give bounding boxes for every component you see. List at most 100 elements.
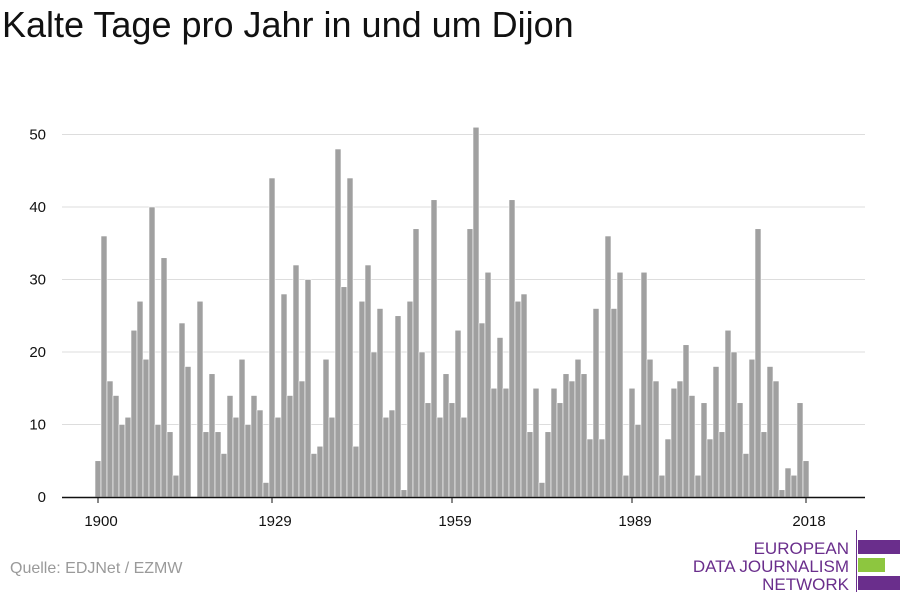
bar: 1923: 11 <box>232 416 240 498</box>
bar: 1930: 11 <box>274 416 282 498</box>
bar: 1955: 13 <box>424 402 432 498</box>
bar: 1971: 28 <box>520 293 528 498</box>
bar: 1944: 27 <box>358 300 366 498</box>
bar: 1906: 23 <box>130 329 138 498</box>
x-tick-label: 2018 <box>792 513 825 530</box>
bar: 1910: 10 <box>154 424 162 498</box>
bar: 1929: 44 <box>268 177 276 498</box>
bar: 1966: 15 <box>490 387 498 498</box>
bar: 1942: 44 <box>346 177 354 498</box>
bar: 1909: 40 <box>148 206 156 498</box>
bar: 1990: 10 <box>634 424 642 498</box>
bar: 1993: 16 <box>652 380 660 498</box>
bar: 2008: 6 <box>742 453 750 498</box>
source-note: Quelle: EDJNet / EZMW <box>10 560 183 577</box>
bar: 1948: 11 <box>382 416 390 498</box>
bar: 2013: 16 <box>772 380 780 498</box>
bar: 1951: 1 <box>400 489 408 498</box>
bar: 2005: 23 <box>724 329 732 498</box>
bar: 1969: 41 <box>508 199 516 498</box>
bar: 1965: 31 <box>484 271 492 498</box>
bar: 2004: 9 <box>718 431 726 498</box>
bar: 2011: 9 <box>760 431 768 498</box>
bar: 2009: 19 <box>748 358 756 498</box>
bar: 1977: 13 <box>556 402 564 498</box>
bar: 1915: 18 <box>184 366 192 498</box>
bar: 2007: 13 <box>736 402 744 498</box>
bar: 1967: 22 <box>496 337 504 498</box>
bar: 1939: 11 <box>328 416 336 498</box>
bar: 1949: 12 <box>388 409 396 498</box>
bar: 1936: 6 <box>310 453 318 498</box>
bar: 1957: 11 <box>436 416 444 498</box>
x-tick-label: 1989 <box>618 513 651 530</box>
y-tick-label: 0 <box>38 489 46 506</box>
bar: 2006: 20 <box>730 351 738 498</box>
bar: 1905: 11 <box>124 416 132 498</box>
y-tick-label: 10 <box>29 417 46 434</box>
bar: 1907: 27 <box>136 300 144 498</box>
bar: 1989: 15 <box>628 387 636 498</box>
bar: 1961: 11 <box>460 416 468 498</box>
bar: 1921: 6 <box>220 453 228 498</box>
bar: 1963: 51 <box>472 126 480 498</box>
bar: 1979: 16 <box>568 380 576 498</box>
bar: 1992: 19 <box>646 358 654 498</box>
bar: 1941: 29 <box>340 286 348 498</box>
bar: 1947: 26 <box>376 308 384 498</box>
bar: 1984: 8 <box>598 438 606 498</box>
y-tick-label: 50 <box>29 127 46 144</box>
bar: 1950: 25 <box>394 315 402 498</box>
bar: 1919: 17 <box>208 373 216 498</box>
bar: 1953: 37 <box>412 228 420 498</box>
bar: 2016: 3 <box>790 474 798 498</box>
bar: 1997: 16 <box>676 380 684 498</box>
bar: 1985: 36 <box>604 235 612 498</box>
bar: 1976: 15 <box>550 387 558 498</box>
bar: 1987: 31 <box>616 271 624 498</box>
bar: 1982: 8 <box>586 438 594 498</box>
bar: 2018: 5 <box>802 460 810 498</box>
x-tick-label: 1959 <box>438 513 471 530</box>
bar: 1901: 36 <box>100 235 108 498</box>
bar: 1917: 27 <box>196 300 204 498</box>
bar: 1925: 10 <box>244 424 252 498</box>
bar: 1904: 10 <box>118 424 126 498</box>
bar: 1914: 24 <box>178 322 186 498</box>
bar: 1952: 27 <box>406 300 414 498</box>
y-tick-label: 30 <box>29 272 46 289</box>
bar: 1974: 2 <box>538 482 546 498</box>
bar: 1986: 26 <box>610 308 618 498</box>
bar: 1932: 14 <box>286 395 294 498</box>
bar: 1913: 3 <box>172 474 180 498</box>
bar: 1926: 14 <box>250 395 258 498</box>
bar: 1902: 16 <box>106 380 114 498</box>
bar: 1978: 17 <box>562 373 570 498</box>
bar: 1960: 23 <box>454 329 462 498</box>
bar: 2017: 13 <box>796 402 804 498</box>
bar: 1918: 9 <box>202 431 210 498</box>
bar: 1995: 8 <box>664 438 672 498</box>
bar: 1975: 9 <box>544 431 552 498</box>
bar: 1900: 5 <box>94 460 102 498</box>
bar: 1970: 27 <box>514 300 522 498</box>
bar: 1964: 24 <box>478 322 486 498</box>
bar: 1999: 14 <box>688 395 696 498</box>
bar: 1968: 15 <box>502 387 510 498</box>
bar: 2015: 4 <box>784 467 792 498</box>
page-title: Kalte Tage pro Jahr in und um Dijon <box>2 4 574 45</box>
y-tick-label: 20 <box>29 344 46 361</box>
bar: 1956: 41 <box>430 199 438 498</box>
bar: 2014: 1 <box>778 489 786 498</box>
bar: 1911: 33 <box>160 257 168 498</box>
bar: 1996: 15 <box>670 387 678 498</box>
bar: 1946: 20 <box>370 351 378 498</box>
bar: 1962: 37 <box>466 228 474 498</box>
bar: 1972: 9 <box>526 431 534 498</box>
bar: 1933: 32 <box>292 264 300 498</box>
bar: 1945: 32 <box>364 264 372 498</box>
bar: 1954: 20 <box>418 351 426 498</box>
bar: 1973: 15 <box>532 387 540 498</box>
bar: 1998: 21 <box>682 344 690 498</box>
bar: 1938: 19 <box>322 358 330 498</box>
